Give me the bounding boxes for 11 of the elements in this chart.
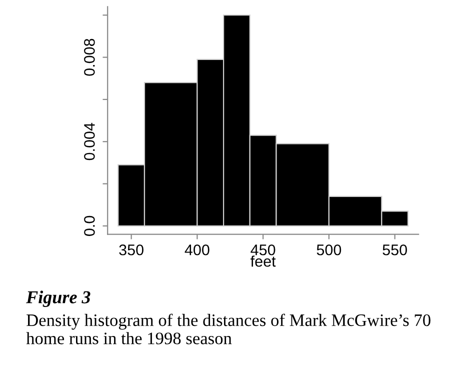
x-tick-label: 550 (382, 244, 407, 256)
x-axis-title: feet (250, 256, 276, 267)
y-tick-label: 0.004 (84, 122, 95, 160)
text: Density histogram of the distances of Mark McGwire’s 70 home runs in the 1998 season (26, 314, 430, 344)
y-tick-label: 0.0 (84, 216, 95, 236)
caption: Figure 3 (26, 290, 90, 308)
x-tick-label: 500 (316, 244, 342, 256)
x-tick-label: 400 (184, 244, 210, 256)
y-tick-label: 0.008 (84, 38, 95, 76)
x-tick-label: 450 (250, 244, 276, 256)
x-tick-label: 350 (119, 244, 144, 256)
